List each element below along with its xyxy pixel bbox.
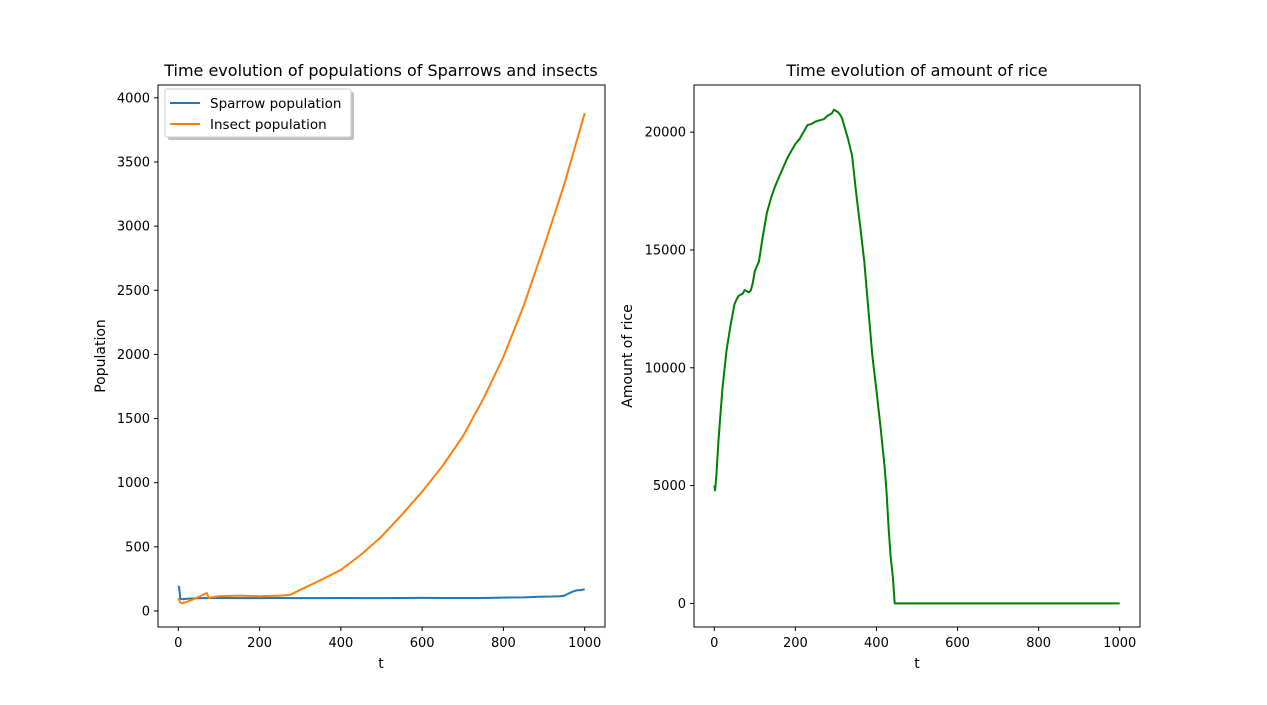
population-chart-title: Time evolution of populations of Sparrow…	[163, 61, 598, 80]
rice-y-tick-label: 15000	[645, 243, 686, 258]
population-y-tick-label: 2000	[117, 348, 150, 363]
rice-x-tick-label: 400	[864, 636, 889, 651]
rice-axes-frame	[693, 84, 1141, 628]
population-axes-frame	[157, 84, 606, 628]
population-x-tick-label: 1000	[568, 636, 601, 651]
rice-x-tick-label: 200	[783, 636, 808, 651]
population-y-tick-label: 500	[125, 540, 150, 555]
population-x-tick-label: 0	[174, 636, 182, 651]
rice-x-tick-label: 800	[1026, 636, 1051, 651]
rice-y-tick-label: 0	[678, 597, 686, 612]
population-y-tick-label: 3500	[117, 155, 150, 170]
rice-chart-title: Time evolution of amount of rice	[785, 61, 1047, 80]
rice-chart: Time evolution of amount of rice 0 200 400…	[620, 61, 1141, 672]
rice-x-axis-label: t	[914, 656, 920, 672]
rice-line	[713, 108, 1120, 605]
population-y-tick-label: 1000	[117, 476, 150, 491]
population-x-tick-label: 400	[328, 636, 353, 651]
legend-label-sparrow: Sparrow population	[210, 96, 341, 112]
population-x-tick-label: 600	[410, 636, 435, 651]
population-y-tick-label: 2500	[117, 284, 150, 299]
population-x-tick-label: 800	[491, 636, 516, 651]
population-legend: Sparrow population Insect population	[164, 88, 354, 140]
rice-y-axis-label: Amount of rice	[620, 304, 636, 407]
population-y-tick-label: 4000	[117, 91, 150, 106]
legend-box	[164, 88, 352, 138]
rice-x-tick-label: 600	[945, 636, 970, 651]
rice-y-tick-label: 10000	[645, 361, 686, 376]
sparrow-population-line	[177, 585, 585, 601]
population-chart: Time evolution of populations of Sparrow…	[93, 61, 606, 672]
population-y-tick-label: 0	[142, 604, 150, 619]
population-y-tick-label: 1500	[117, 412, 150, 427]
rice-y-tick-label: 5000	[653, 479, 686, 494]
rice-y-tick-label: 20000	[645, 126, 686, 141]
population-x-tick-label: 200	[247, 636, 272, 651]
insect-population-line	[177, 112, 586, 605]
rice-x-tick-label: 1000	[1103, 636, 1136, 651]
legend-label-insect: Insect population	[210, 117, 327, 133]
population-x-axis-label: t	[378, 656, 384, 672]
population-y-axis-label: Population	[93, 319, 109, 393]
population-plot-area: 0 200 400 600 800 1000 0 500 1000 1500 2000 2500 300…	[117, 91, 601, 651]
rice-x-tick-label: 0	[710, 636, 718, 651]
population-y-tick-label: 3000	[117, 220, 150, 235]
